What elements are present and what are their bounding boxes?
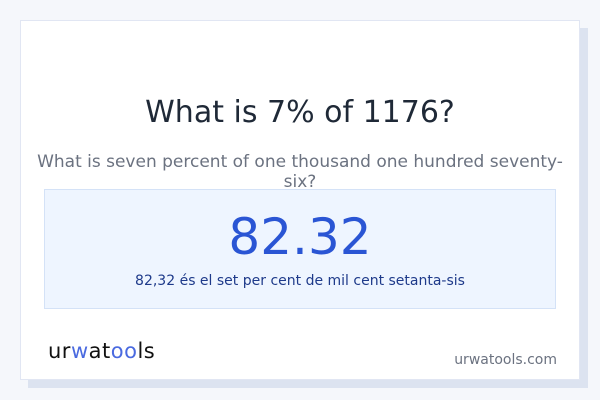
- result-card: What is 7% of 1176? What is seven percen…: [20, 20, 580, 380]
- site-url: urwatools.com: [454, 352, 557, 368]
- urwatools-logo: urwatools: [48, 339, 156, 363]
- page-title: What is 7% of 1176?: [145, 95, 455, 130]
- result-box: 82.32 82,32 és el set per cent de mil ce…: [44, 189, 556, 309]
- page-subtitle: What is seven percent of one thousand on…: [37, 152, 563, 192]
- result-words: 82,32 és el set per cent de mil cent set…: [135, 273, 465, 289]
- result-value: 82.32: [228, 208, 372, 266]
